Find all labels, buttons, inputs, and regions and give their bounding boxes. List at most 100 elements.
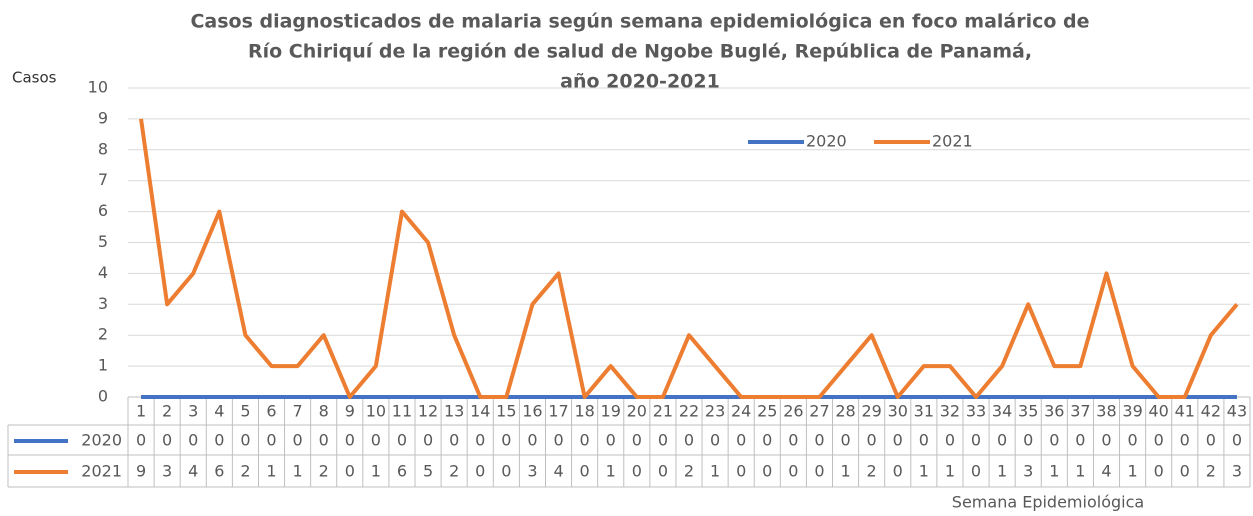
x-tick-label: 29 [861,402,881,421]
table-cell: 3 [162,462,172,481]
x-tick-label: 22 [679,402,699,421]
x-tick-label: 26 [783,402,803,421]
table-legend-label: 2021 [81,462,122,481]
table-cell: 2 [449,462,459,481]
table-cell: 0 [632,462,642,481]
table-cell: 0 [345,462,355,481]
y-tick-label: 0 [98,387,108,406]
x-tick-label: 13 [444,402,464,421]
table-cell: 0 [319,431,329,450]
table-cell: 1 [371,462,381,481]
table-cell: 1 [1075,462,1085,481]
table-cell: 0 [1049,431,1059,450]
chart-title: Río Chiriquí de la región de salud de Ng… [248,41,1032,63]
table-cell: 0 [553,431,563,450]
y-tick-label: 9 [98,108,108,127]
table-cell: 0 [840,431,850,450]
table-cell: 0 [1206,431,1216,450]
table-cell: 0 [788,462,798,481]
table-cell: 1 [945,462,955,481]
x-tick-label: 4 [214,402,224,421]
table-cell: 0 [762,462,772,481]
table-cell: 6 [214,462,224,481]
table-cell: 5 [423,462,433,481]
line-series [139,118,1239,399]
y-axis-label: Casos [12,69,57,87]
table-cell: 0 [188,431,198,450]
x-tick-label: 31 [914,402,934,421]
x-tick-label: 27 [809,402,829,421]
table-cell: 0 [1101,431,1111,450]
table-cell: 0 [1232,431,1242,450]
x-tick-label: 20 [627,402,647,421]
table-cell: 1 [606,462,616,481]
table-cell: 0 [475,431,485,450]
x-tick-label: 19 [601,402,621,421]
x-tick-label: 23 [705,402,725,421]
legend-label: 2021 [932,132,973,151]
table-cell: 0 [632,431,642,450]
table-cell: 0 [397,431,407,450]
table-cell: 0 [684,431,694,450]
x-tick-label: 24 [731,402,751,421]
table-cell: 0 [945,431,955,450]
table-cell: 0 [867,431,877,450]
x-tick-label: 11 [392,402,412,421]
x-tick-label: 21 [653,402,673,421]
x-tick-label: 6 [266,402,276,421]
x-tick-label: 18 [574,402,594,421]
table-cell: 0 [1023,431,1033,450]
y-tick-label: 8 [98,139,108,158]
table-cell: 6 [397,462,407,481]
y-tick-label: 5 [98,232,108,251]
table-cell: 0 [162,431,172,450]
table-cell: 0 [762,431,772,450]
table-cell: 2 [684,462,694,481]
table-cell: 0 [214,431,224,450]
table-cell: 0 [736,431,746,450]
table-cell: 0 [423,431,433,450]
table-cell: 0 [475,462,485,481]
y-tick-label: 7 [98,170,108,189]
table-cell: 0 [527,431,537,450]
table-cell: 0 [501,431,511,450]
legend-label: 2020 [806,132,847,151]
x-tick-label: 37 [1070,402,1090,421]
table-cell: 1 [266,462,276,481]
table-cell: 0 [971,431,981,450]
x-tick-label: 32 [940,402,960,421]
y-tick-label: 2 [98,325,108,344]
table-cell: 0 [449,431,459,450]
x-tick-label: 5 [240,402,250,421]
x-tick-label: 34 [992,402,1012,421]
x-tick-label: 33 [966,402,986,421]
table-cell: 0 [266,431,276,450]
table-cell: 1 [1127,462,1137,481]
x-tick-label: 17 [548,402,568,421]
x-tick-label: 7 [293,402,303,421]
x-tick-label: 28 [835,402,855,421]
table-cell: 2 [319,462,329,481]
table-cell: 0 [501,462,511,481]
table-cell: 1 [293,462,303,481]
x-tick-label: 43 [1227,402,1247,421]
x-tick-label: 42 [1201,402,1221,421]
table-cell: 0 [606,431,616,450]
y-tick-label: 3 [98,294,108,313]
x-tick-label: 12 [418,402,438,421]
y-tick-label: 6 [98,201,108,220]
x-tick-label: 8 [319,402,329,421]
table-cell: 0 [893,431,903,450]
table-cell: 0 [893,462,903,481]
x-tick-label: 36 [1044,402,1064,421]
y-tick-label: 10 [88,78,108,97]
chart-title: año 2020-2021 [560,71,720,93]
table-cell: 0 [1127,431,1137,450]
x-tick-label: 38 [1096,402,1116,421]
table-cell: 1 [710,462,720,481]
table-cell: 0 [136,431,146,450]
table-cell: 0 [788,431,798,450]
table-cell: 0 [1154,431,1164,450]
table-cell: 0 [1180,431,1190,450]
table-cell: 3 [1232,462,1242,481]
